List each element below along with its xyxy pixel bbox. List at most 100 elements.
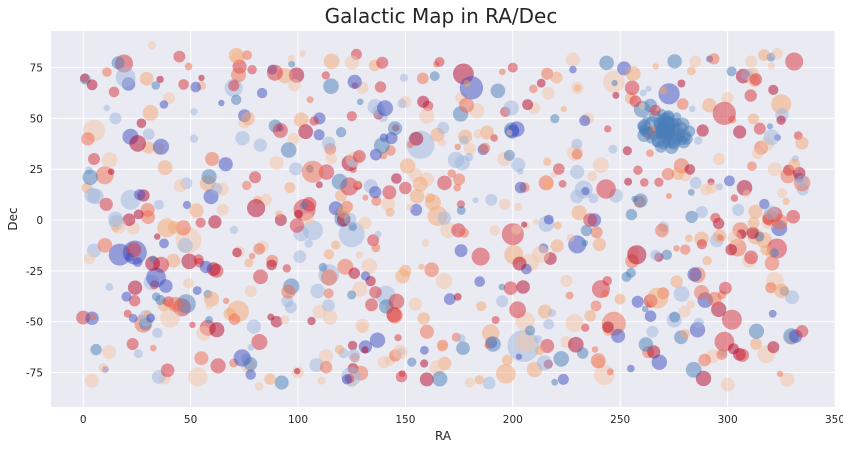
data-point: [417, 72, 429, 85]
data-point: [647, 287, 669, 309]
data-point: [102, 345, 116, 360]
data-point: [266, 64, 283, 81]
data-point: [355, 251, 364, 259]
data-point: [454, 143, 461, 151]
data-point: [244, 258, 254, 268]
data-point: [341, 374, 352, 385]
data-point: [599, 55, 614, 71]
data-point: [157, 160, 173, 176]
data-point: [193, 254, 204, 265]
data-point: [189, 134, 199, 143]
data-point: [242, 50, 253, 60]
data-point: [178, 79, 189, 90]
data-point: [151, 81, 161, 90]
data-point: [571, 138, 583, 150]
data-point: [440, 222, 457, 239]
data-point: [134, 189, 146, 201]
data-point: [203, 291, 220, 307]
data-point: [652, 63, 659, 70]
data-point: [347, 290, 357, 300]
data-point: [543, 214, 554, 225]
data-point: [490, 134, 498, 142]
data-point: [88, 153, 100, 165]
data-point: [479, 142, 491, 154]
data-point: [745, 55, 758, 68]
data-point: [687, 267, 702, 282]
data-point: [365, 298, 378, 312]
data-point: [541, 67, 554, 80]
data-point: [84, 252, 95, 264]
data-point: [669, 311, 680, 323]
data-point: [190, 81, 201, 93]
data-point: [511, 157, 526, 172]
data-point: [532, 245, 550, 263]
data-point: [348, 267, 360, 279]
data-point: [785, 52, 804, 71]
data-point: [788, 158, 801, 171]
data-point: [685, 210, 698, 224]
data-point: [515, 332, 536, 352]
data-point: [222, 297, 230, 305]
data-point: [538, 304, 552, 319]
data-point: [713, 153, 725, 165]
data-point: [437, 175, 452, 191]
data-point: [322, 299, 335, 312]
data-point: [421, 239, 430, 247]
data-point: [294, 368, 301, 375]
data-point: [373, 137, 390, 154]
data-point: [374, 81, 387, 93]
data-point: [274, 375, 289, 390]
data-point: [434, 57, 445, 67]
data-point: [362, 194, 369, 201]
data-point: [534, 345, 545, 356]
data-point: [409, 189, 425, 204]
data-point: [141, 210, 156, 225]
data-point: [251, 334, 268, 350]
data-point: [309, 116, 319, 126]
x-axis-label: RA: [435, 429, 452, 443]
data-point: [464, 377, 475, 388]
data-point: [192, 286, 202, 295]
data-point: [771, 48, 783, 60]
data-point: [447, 169, 456, 178]
y-tick-labels: -75 -50 -25 0 25 50 75: [26, 63, 43, 380]
data-point: [558, 180, 567, 188]
data-point: [456, 334, 466, 343]
data-point: [107, 168, 115, 175]
data-point: [721, 309, 742, 330]
data-point: [346, 111, 357, 122]
data-point: [614, 293, 626, 305]
data-point: [139, 71, 154, 86]
data-point: [287, 132, 300, 145]
data-point: [160, 308, 180, 328]
data-point: [289, 162, 303, 176]
data-point: [284, 182, 296, 194]
data-point: [705, 182, 718, 194]
data-point: [323, 288, 334, 299]
data-point: [590, 226, 603, 239]
data-point: [159, 238, 169, 249]
data-point: [768, 309, 777, 318]
data-point: [570, 189, 584, 204]
data-point: [97, 238, 113, 253]
data-point: [371, 196, 382, 206]
data-point: [111, 56, 125, 70]
data-point: [514, 181, 527, 194]
data-point: [81, 132, 95, 146]
data-point: [395, 268, 410, 284]
data-point: [437, 138, 446, 147]
data-point: [490, 83, 506, 99]
data-point: [536, 355, 553, 371]
data-point: [361, 258, 378, 274]
data-point: [587, 171, 598, 182]
data-point: [395, 371, 408, 383]
data-point: [146, 267, 166, 288]
data-point: [331, 240, 341, 250]
data-point: [253, 138, 267, 152]
data-point: [84, 187, 101, 204]
data-point: [748, 204, 763, 219]
data-point: [347, 340, 358, 351]
data-point: [419, 372, 434, 387]
data-point: [456, 341, 470, 356]
data-point: [650, 249, 661, 261]
